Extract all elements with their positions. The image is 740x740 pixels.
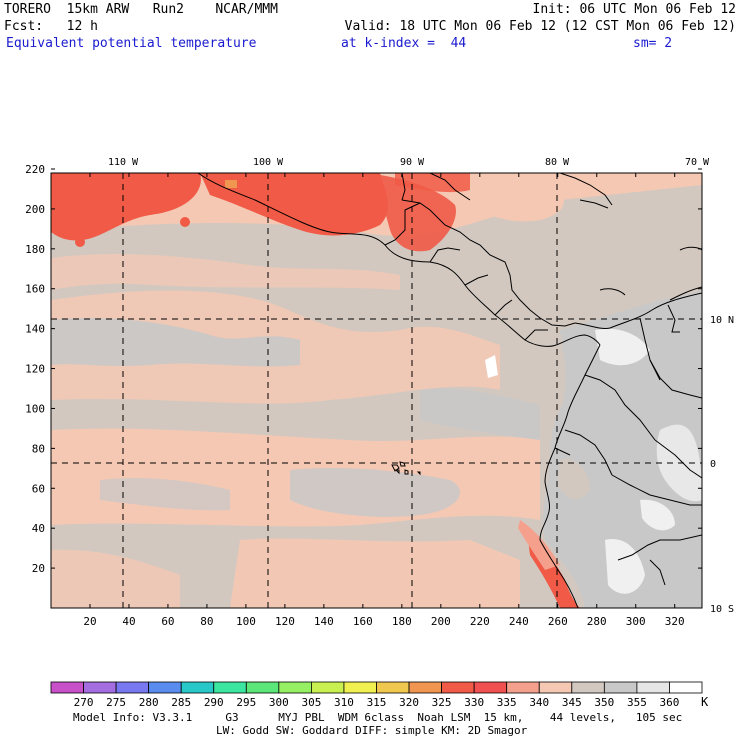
y-tick-label: 60: [32, 482, 45, 495]
colorbar-swatch: [376, 681, 410, 694]
x-tick-label: 180: [392, 615, 412, 628]
colorbar-label: 300: [269, 696, 289, 709]
colorbar-swatch: [148, 681, 182, 694]
latitude-label: 10 N: [710, 315, 734, 326]
coastlines: [197, 173, 702, 608]
colorbar-label: 345: [562, 696, 582, 709]
x-tick-label: 40: [122, 615, 135, 628]
x-tick-label: 200: [431, 615, 451, 628]
colorbar-label: 305: [301, 696, 321, 709]
longitude-labels: 110 W 100 W 90 W 80 W 70 W: [108, 157, 710, 168]
y-tick-label: 160: [25, 283, 45, 296]
longitude-label: 70 W: [685, 157, 710, 168]
valid-time: Valid: 18 UTC Mon 06 Feb 12 (12 CST Mon …: [344, 19, 736, 34]
x-tick-label: 100: [236, 615, 256, 628]
x-tick-label: 140: [314, 615, 334, 628]
colorbar-label: 330: [464, 696, 484, 709]
x-tick-label: 280: [587, 615, 607, 628]
colorbar-label: 350: [594, 696, 614, 709]
longitude-label: 80 W: [545, 157, 570, 168]
x-tick-label: 220: [470, 615, 490, 628]
colorbar-swatch: [343, 681, 377, 694]
x-axis-ticks: 20 40 60 80 100 120 140 160 180 200 220 240 260 280 30…: [83, 173, 685, 628]
colorbar-label: 310: [334, 696, 354, 709]
model-info: Model Info: V3.3.1 G3 MYJ PBL WDM 6class…: [73, 711, 683, 724]
colorbar-swatch: [636, 681, 670, 694]
colorbar-swatch: [571, 681, 605, 694]
colorbar-swatch: [603, 681, 638, 694]
longitude-label: 90 W: [400, 157, 425, 168]
y-tick-label: 180: [25, 243, 45, 256]
x-tick-label: 240: [509, 615, 529, 628]
colorbar: [50, 681, 703, 694]
colorbar-swatch: [408, 681, 442, 694]
x-tick-label: 80: [200, 615, 213, 628]
colorbar-swatch: [245, 681, 280, 694]
y-tick-label: 120: [25, 363, 45, 376]
init-time: Init: 06 UTC Mon 06 Feb 12: [532, 2, 737, 17]
field-name: Equivalent potential temperature: [6, 36, 257, 51]
colorbar-label: 320: [399, 696, 419, 709]
colorbar-label: 335: [497, 696, 517, 709]
colorbar-swatch: [506, 681, 540, 694]
x-tick-label: 60: [161, 615, 174, 628]
y-tick-label: 80: [32, 442, 45, 455]
x-tick-label: 300: [626, 615, 646, 628]
colorbar-swatch: [310, 681, 345, 694]
shaded-field: [51, 173, 702, 608]
y-tick-label: 220: [25, 163, 45, 176]
colorbar-swatch: [50, 681, 84, 694]
x-tick-label: 120: [275, 615, 295, 628]
latitude-label: 10 S: [710, 604, 734, 615]
colorbar-swatch: [83, 681, 117, 694]
field-level: at k-index = 44: [341, 36, 467, 51]
colorbar-label: 290: [204, 696, 224, 709]
colorbar-label: 325: [432, 696, 452, 709]
longitude-label: 100 W: [253, 157, 284, 168]
colorbar-label: 295: [236, 696, 256, 709]
colorbar-swatch: [669, 681, 703, 694]
y-tick-label: 40: [32, 522, 45, 535]
colorbar-unit: K: [701, 695, 709, 709]
smoothing-label: sm= 2: [633, 36, 673, 51]
colorbar-swatch: [213, 681, 247, 694]
colorbar-label: 315: [367, 696, 387, 709]
colorbar-swatch: [441, 681, 475, 694]
x-tick-label: 320: [665, 615, 685, 628]
model-title: TORERO 15km ARW Run2 NCAR/MMM: [4, 2, 278, 17]
colorbar-swatch: [473, 681, 508, 694]
colorbar-swatch: [115, 681, 150, 694]
colorbar-swatch: [180, 681, 215, 694]
colorbar-swatch: [538, 681, 573, 694]
colorbar-swatch: [278, 681, 312, 694]
colorbar-labels: 270 275 280 285 290 295 300 305 310 315 320 325 330 3…: [74, 696, 680, 709]
y-tick-label: 200: [25, 203, 45, 216]
y-axis-ticks: 220 200 180 160 140 120 100 80 60 40 20: [25, 163, 702, 575]
latitude-label: 0: [710, 459, 716, 470]
colorbar-label: 285: [171, 696, 191, 709]
forecast-hour: Fcst: 12 h: [4, 19, 98, 34]
y-tick-label: 140: [25, 323, 45, 336]
latitude-labels: 10 N 0 10 S: [710, 315, 734, 615]
colorbar-label: 340: [529, 696, 549, 709]
x-tick-label: 160: [353, 615, 373, 628]
colorbar-label: 275: [106, 696, 126, 709]
map-frame: [50, 172, 703, 609]
latlon-grid: [51, 173, 702, 608]
x-tick-label: 20: [83, 615, 96, 628]
physics-info: LW: Godd SW: Goddard DIFF: simple KM: 2D…: [216, 724, 528, 737]
longitude-label: 110 W: [108, 157, 139, 168]
colorbar-label: 355: [627, 696, 647, 709]
colorbar-label: 360: [660, 696, 680, 709]
colorbar-label: 280: [139, 696, 159, 709]
y-tick-label: 20: [32, 562, 45, 575]
x-tick-label: 260: [548, 615, 568, 628]
colorbar-label: 270: [74, 696, 94, 709]
y-tick-label: 100: [25, 402, 45, 415]
